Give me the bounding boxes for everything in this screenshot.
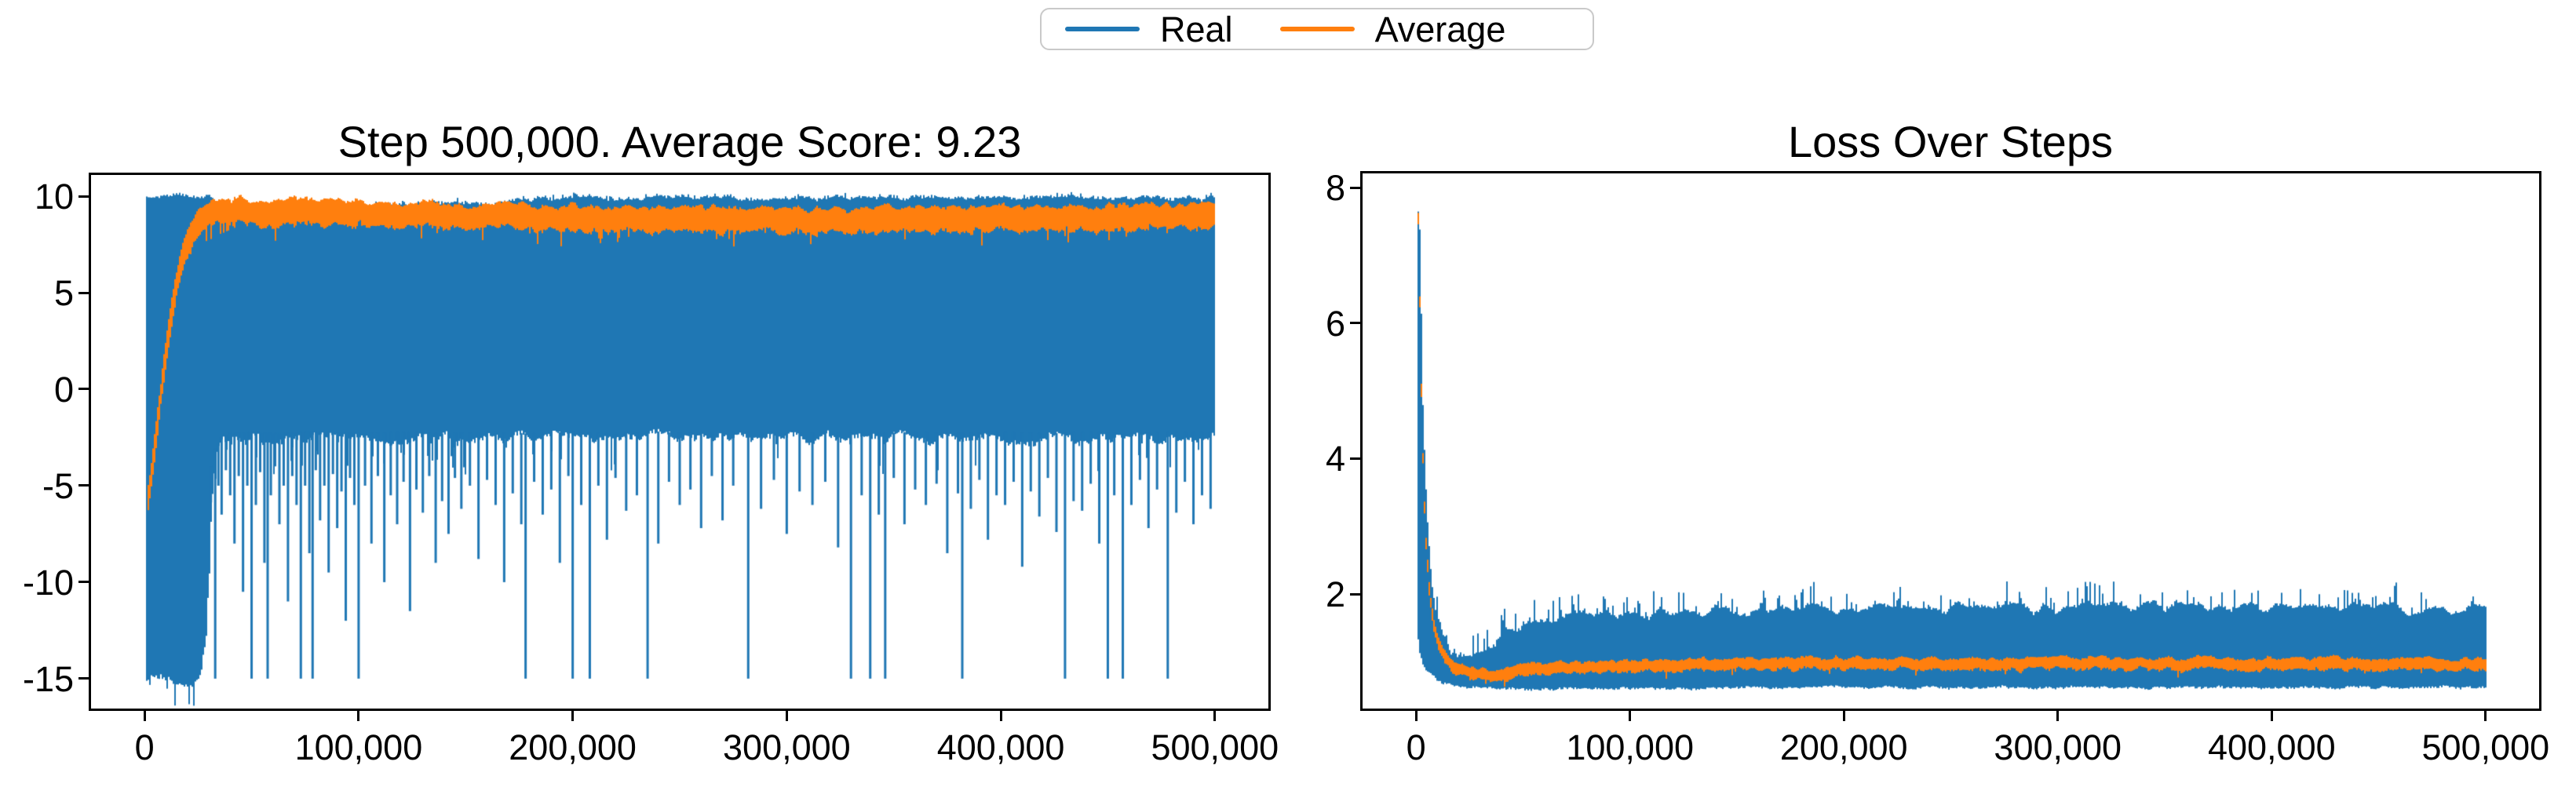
y-tick-mark: [78, 388, 89, 391]
y-tick-label: 4: [1325, 439, 1345, 479]
legend-label-real: Real: [1160, 9, 1233, 49]
x-tick-mark: [999, 711, 1002, 721]
x-tick-label: 500,000: [1151, 727, 1279, 767]
average-line-icon: [1279, 27, 1355, 31]
x-tick-label: 200,000: [1779, 727, 1908, 767]
legend: Real Average: [1040, 8, 1594, 50]
x-tick-label: 0: [134, 727, 155, 767]
x-tick-mark: [1842, 711, 1845, 721]
x-tick-label: 300,000: [1994, 727, 2122, 767]
x-tick-label: 500,000: [2421, 727, 2550, 767]
right-chart-canvas: [1363, 173, 2539, 709]
right-chart-title: Loss Over Steps: [1788, 117, 2113, 166]
y-tick-mark: [78, 195, 89, 198]
y-tick-label: -10: [22, 562, 74, 603]
y-tick-mark: [1350, 592, 1360, 596]
x-tick-mark: [1414, 711, 1418, 721]
left-chart-title: Step 500,000. Average Score: 9.23: [338, 117, 1022, 166]
y-tick-mark: [78, 581, 89, 584]
y-tick-mark: [78, 484, 89, 487]
x-tick-label: 0: [1406, 727, 1426, 767]
y-tick-label: 5: [53, 273, 74, 314]
y-tick-label: 10: [34, 177, 74, 217]
y-tick-label: 0: [53, 369, 74, 410]
y-tick-mark: [78, 677, 89, 680]
y-tick-mark: [78, 291, 89, 294]
x-tick-mark: [2270, 711, 2273, 721]
x-tick-label: 100,000: [1566, 727, 1694, 767]
x-tick-mark: [357, 711, 360, 721]
x-tick-mark: [2484, 711, 2487, 721]
y-tick-mark: [1350, 186, 1360, 189]
y-tick-label: 2: [1325, 574, 1345, 615]
y-tick-label: 6: [1325, 303, 1345, 344]
y-tick-mark: [1350, 322, 1360, 325]
x-tick-mark: [785, 711, 788, 721]
left-chart-axes: [89, 173, 1271, 711]
x-tick-label: 400,000: [936, 727, 1065, 767]
x-tick-label: 300,000: [723, 727, 851, 767]
x-tick-mark: [1213, 711, 1217, 721]
legend-label-average: Average: [1374, 9, 1506, 49]
y-tick-mark: [1350, 457, 1360, 460]
y-tick-label: -15: [22, 658, 74, 699]
legend-item-real: Real: [1065, 12, 1233, 47]
right-chart-axes: [1360, 171, 2541, 711]
x-tick-label: 200,000: [509, 727, 637, 767]
y-tick-label: 8: [1325, 168, 1345, 209]
legend-item-average: Average: [1279, 9, 1506, 49]
x-tick-mark: [1629, 711, 1632, 721]
x-tick-mark: [571, 711, 575, 721]
real-line-icon: [1065, 27, 1140, 31]
y-tick-label: -5: [42, 465, 74, 506]
x-tick-label: 400,000: [2207, 727, 2336, 767]
x-tick-mark: [2056, 711, 2060, 721]
x-tick-mark: [143, 711, 146, 721]
x-tick-label: 100,000: [294, 727, 423, 767]
left-chart-canvas: [91, 175, 1268, 709]
